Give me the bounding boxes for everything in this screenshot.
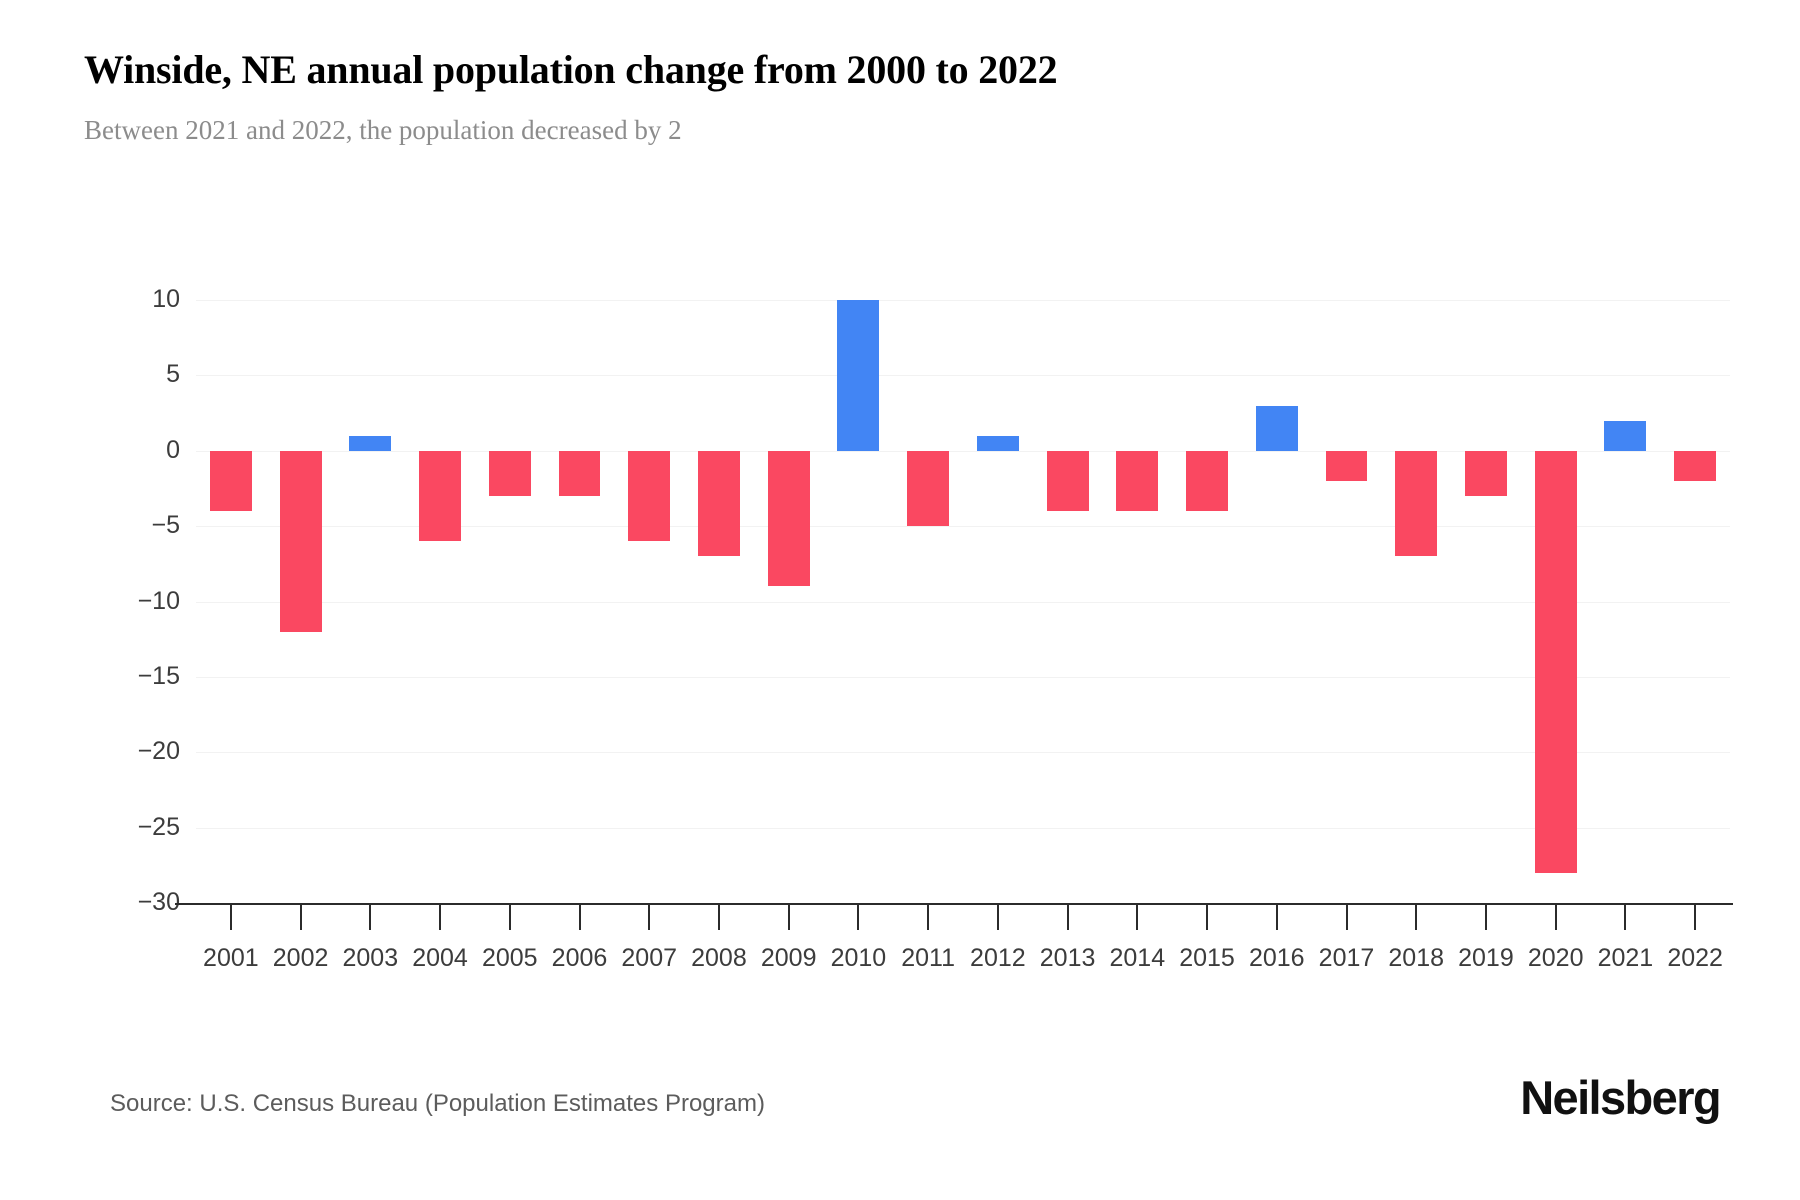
bar-2011[interactable] <box>907 450 950 527</box>
bar-2013[interactable] <box>1046 450 1089 512</box>
bar-2016[interactable] <box>1255 405 1298 451</box>
x-axis-tick-mark <box>1624 904 1627 930</box>
y-axis-tick-label: 10 <box>152 285 180 313</box>
x-axis-tick-label: 2019 <box>1458 944 1514 972</box>
chart-header: Winside, NE annual population change fro… <box>84 46 1724 148</box>
x-axis-tick-label: 2021 <box>1597 944 1654 972</box>
y-axis-tick-label: −30 <box>137 888 180 916</box>
bar-2019[interactable] <box>1465 450 1507 496</box>
x-axis-tick-label: 2010 <box>830 944 887 972</box>
x-axis-tick-label: 2011 <box>901 944 955 972</box>
y-axis-tick-label: 0 <box>166 435 180 464</box>
x-axis-tick-mark <box>787 904 790 930</box>
bar-2008[interactable] <box>698 450 740 557</box>
x-axis-tick-mark <box>1694 904 1697 930</box>
x-axis-tick-label: 2015 <box>1179 944 1235 972</box>
x-axis-tick-label: 2009 <box>760 944 817 972</box>
x-axis-tick-mark <box>439 904 442 930</box>
x-axis-tick-label: 2022 <box>1667 944 1723 972</box>
bar-2007[interactable] <box>628 450 671 542</box>
x-axis-tick-mark <box>1066 904 1069 930</box>
x-axis-tick-mark <box>299 904 302 930</box>
bar-2002[interactable] <box>279 450 322 632</box>
y-axis-tick-label: 5 <box>166 360 180 389</box>
gridline <box>196 676 1730 678</box>
x-axis-tick-label: 2001 <box>203 944 259 972</box>
bar-2015[interactable] <box>1186 450 1228 512</box>
x-axis-tick-label: 2013 <box>1039 944 1096 972</box>
x-axis-tick-label: 2008 <box>691 944 747 972</box>
y-axis-tick-label: −20 <box>137 737 180 766</box>
bar-2018[interactable] <box>1395 450 1438 557</box>
gridline <box>196 375 1730 377</box>
x-axis-tick-mark <box>996 904 999 930</box>
bar-2010[interactable] <box>837 300 880 451</box>
gridline <box>196 526 1730 528</box>
x-axis-tick-mark <box>648 904 651 930</box>
x-axis-tick-mark <box>927 904 930 930</box>
x-axis-tick-mark <box>1484 904 1487 930</box>
x-axis-tick-label: 2005 <box>481 944 538 972</box>
bar-2020[interactable] <box>1534 450 1577 873</box>
x-axis-tick-mark <box>508 904 511 930</box>
bar-2014[interactable] <box>1116 450 1159 512</box>
x-axis-tick-mark <box>369 904 372 930</box>
y-axis-tick-label: −10 <box>137 586 180 615</box>
x-axis-tick-label: 2003 <box>342 944 399 972</box>
x-axis-tick-label: 2012 <box>970 944 1026 972</box>
x-axis-tick-label: 2004 <box>412 944 468 972</box>
x-axis-tick-mark <box>1345 904 1348 930</box>
brand-logo: Neilsberg <box>1520 1071 1721 1124</box>
gridline <box>196 300 1730 301</box>
x-axis-tick-mark <box>857 904 860 930</box>
x-axis-line <box>175 903 1733 905</box>
x-axis-tick-mark <box>1206 904 1209 930</box>
bar-2001[interactable] <box>209 450 252 512</box>
x-axis-tick-mark <box>1415 904 1418 930</box>
x-axis-tick-label: 2018 <box>1388 944 1445 972</box>
page-title: Winside, NE annual population change fro… <box>84 47 1058 92</box>
x-axis-tick-label: 2006 <box>551 944 608 972</box>
gridline <box>196 827 1730 829</box>
x-axis-tick-label: 2002 <box>272 944 329 972</box>
gridline <box>196 450 1730 452</box>
x-axis-tick-label: 2017 <box>1318 944 1375 972</box>
gridline <box>196 601 1730 603</box>
bar-2004[interactable] <box>419 450 461 542</box>
bar-2005[interactable] <box>488 450 531 496</box>
bar-2022[interactable] <box>1674 450 1717 481</box>
x-axis-tick-mark <box>578 904 581 930</box>
x-axis-tick-mark <box>229 904 232 930</box>
x-axis-tick-mark <box>717 904 720 930</box>
bar-2012[interactable] <box>976 435 1019 451</box>
x-axis-tick-mark <box>1136 904 1139 930</box>
y-axis-tick-label: −15 <box>137 661 180 690</box>
bar-2003[interactable] <box>349 435 392 451</box>
chart-subtitle: Between 2021 and 2022, the population de… <box>84 115 682 145</box>
x-axis-tick-label: 2016 <box>1248 944 1305 972</box>
source-note: Source: U.S. Census Bureau (Population E… <box>110 1090 765 1117</box>
y-axis-tick-label: −5 <box>151 511 180 540</box>
x-axis-tick-mark <box>1554 904 1557 930</box>
x-axis-tick-mark <box>1275 904 1278 930</box>
x-axis-tick-label: 2020 <box>1527 944 1584 972</box>
x-axis-tick-label: 2007 <box>621 944 678 972</box>
y-axis-tick-label: −25 <box>137 812 180 841</box>
gridline <box>196 752 1730 754</box>
x-axis-tick-label: 2014 <box>1109 944 1166 972</box>
bar-2017[interactable] <box>1325 450 1368 481</box>
bar-2006[interactable] <box>558 450 601 496</box>
bar-2021[interactable] <box>1604 420 1647 451</box>
bar-2009[interactable] <box>767 450 810 587</box>
